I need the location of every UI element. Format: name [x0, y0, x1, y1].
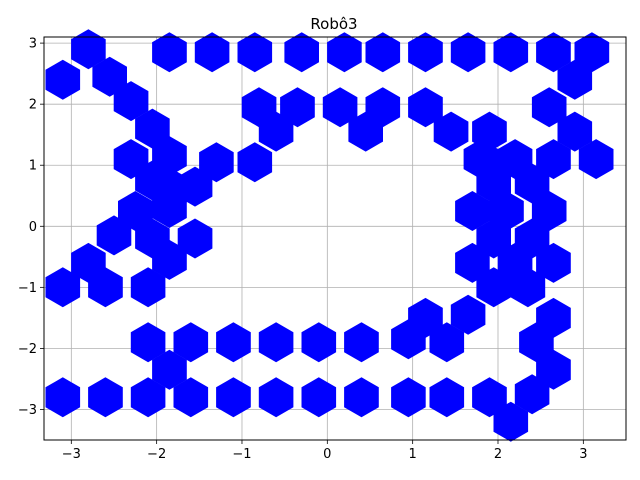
- hexagon-marker: [152, 239, 187, 280]
- hexagon-marker: [408, 87, 443, 128]
- hexagon-marker: [96, 215, 132, 256]
- hexagon-marker: [216, 377, 251, 418]
- hexagon-marker: [177, 166, 213, 207]
- hexagon-marker: [536, 242, 571, 283]
- hexagon-marker: [455, 242, 490, 283]
- hexagon-marker: [514, 163, 550, 204]
- hexagon-marker: [476, 267, 511, 308]
- hexagon-marker: [301, 322, 337, 363]
- y-tick-label: 3: [29, 37, 37, 52]
- hexagon-marker: [519, 322, 554, 363]
- hexagon-marker: [531, 191, 567, 231]
- hexagon-marker: [450, 32, 486, 73]
- hexagon-marker: [536, 349, 571, 390]
- hexagon-marker: [365, 32, 401, 73]
- hexagon-marker: [493, 32, 529, 73]
- hexagon-marker: [45, 59, 81, 100]
- hexagon-marker: [130, 267, 166, 308]
- hexagon-marker: [557, 111, 593, 152]
- hexagon-marker: [258, 377, 294, 418]
- data-markers: [45, 29, 614, 442]
- hexagon-marker: [118, 191, 153, 231]
- hexagon-marker: [45, 377, 81, 418]
- hexagon-marker: [194, 32, 230, 73]
- hexagon-marker: [510, 267, 546, 308]
- x-tick-label: 0: [323, 447, 331, 462]
- hexagon-marker: [152, 349, 187, 390]
- hexagon-marker: [301, 377, 337, 418]
- hexagon-marker: [284, 32, 319, 73]
- hexagon-marker: [280, 87, 315, 128]
- hexagon-marker: [476, 218, 511, 259]
- hexagon-marker: [472, 377, 507, 418]
- y-tick-label: 2: [29, 98, 37, 113]
- hexagon-marker: [455, 191, 490, 231]
- hexagon-marker: [391, 319, 426, 360]
- hexagon-marker: [433, 111, 469, 152]
- hexagon-marker: [258, 111, 294, 152]
- hexagon-marker: [216, 322, 251, 363]
- hexagon-marker: [408, 32, 443, 73]
- hexagon-marker: [45, 267, 81, 308]
- x-tick-label: −2: [147, 447, 166, 462]
- hexagon-marker: [177, 218, 213, 259]
- hexagon-marker: [135, 108, 170, 149]
- hexagon-marker: [493, 401, 529, 442]
- hexagon-marker: [574, 32, 610, 73]
- hexagon-marker: [536, 139, 571, 180]
- hexagon-marker: [92, 56, 127, 97]
- hexagon-marker: [531, 87, 567, 128]
- hexagon-marker: [450, 294, 486, 335]
- hexagon-marker: [514, 374, 550, 415]
- x-tick-label: −3: [62, 447, 81, 462]
- plot-frame: [43, 36, 627, 441]
- hexagon-marker: [578, 139, 614, 180]
- axis-ticks: −3 −2 −1 0 1 2 3 −3 −2 −1 0 1 2 3: [18, 37, 588, 462]
- hexagon-marker: [348, 111, 383, 152]
- hexagon-marker: [173, 322, 209, 363]
- hexagon-marker: [71, 29, 106, 70]
- x-tick-label: 2: [494, 447, 502, 462]
- hexagon-marker: [429, 322, 465, 363]
- hexagon-marker: [173, 377, 209, 418]
- hexagon-marker: [258, 322, 294, 363]
- hexagon-marker: [344, 377, 379, 418]
- hexagon-marker: [152, 188, 187, 228]
- x-tick-label: 3: [579, 447, 587, 462]
- x-tick-label: −1: [232, 447, 251, 462]
- hexagon-marker: [237, 142, 273, 183]
- x-tick-label: 1: [409, 447, 417, 462]
- hexagon-marker: [152, 32, 187, 73]
- hexagon-marker: [344, 322, 379, 363]
- y-tick-label: 0: [29, 220, 37, 235]
- y-tick-label: 1: [29, 159, 37, 174]
- hexagon-marker: [327, 32, 362, 73]
- hexagon-marker: [88, 267, 123, 308]
- y-tick-label: −2: [18, 342, 37, 357]
- y-tick-label: −3: [18, 403, 37, 418]
- y-tick-label: −1: [18, 281, 37, 296]
- hexagon-marker: [130, 377, 166, 418]
- hexagon-marker: [536, 32, 571, 73]
- chart-title: Robô3: [310, 15, 357, 33]
- hexagon-marker: [130, 322, 166, 363]
- hexagon-marker: [113, 81, 149, 122]
- hexagon-marker: [391, 377, 426, 418]
- hexagon-marker: [557, 59, 593, 100]
- hexagon-marker: [237, 32, 273, 73]
- hexagon-marker: [322, 87, 358, 128]
- hexagon-marker: [199, 142, 234, 183]
- hexagon-marker: [429, 377, 465, 418]
- hexagon-marker: [88, 377, 123, 418]
